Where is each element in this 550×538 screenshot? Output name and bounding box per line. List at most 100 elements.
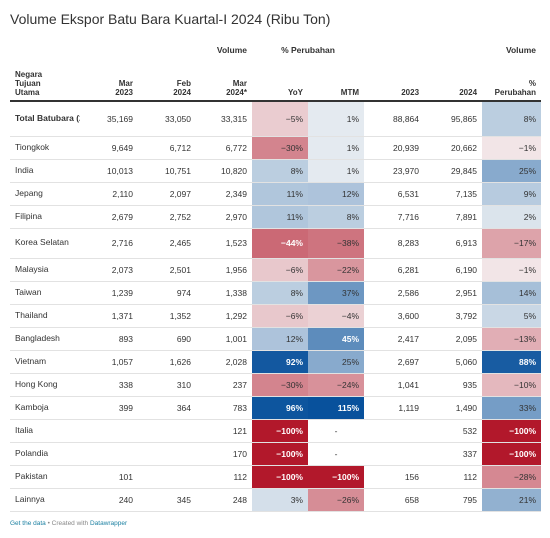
y2023-cell: 6,281 [364, 258, 425, 282]
column-header-mar2023[interactable]: Mar 2023 [80, 60, 138, 102]
mtm-cell: 25% [308, 350, 365, 374]
yoy-cell: 12% [252, 327, 308, 351]
mar2024-cell: 1,523 [196, 228, 252, 259]
feb2024-cell: 974 [138, 281, 196, 305]
y2024-cell: 29,845 [424, 159, 483, 183]
mar2023-cell: 2,716 [80, 228, 138, 259]
yoy-cell: 8% [252, 281, 308, 305]
country-cell: Filipina [10, 205, 80, 229]
country-cell: Pakistan [10, 465, 80, 489]
feb2024-cell: 2,501 [138, 258, 196, 282]
mar2023-cell: 1,057 [80, 350, 138, 374]
y2023-cell: 658 [364, 488, 425, 512]
yoy-cell: 92% [252, 350, 308, 374]
yoy-cell: 96% [252, 396, 308, 420]
table-row: Kamboja 399 364 783 96% 115% 1,119 1,490 33% [10, 396, 542, 420]
mtm-cell: −26% [308, 488, 365, 512]
y2024-cell: 532 [424, 419, 483, 443]
column-header-feb2024[interactable]: Feb 2024 [138, 60, 196, 102]
table-row: Polandia 170 −100% -337 −100% [10, 442, 542, 466]
table-row: Jepang 2,110 2,097 2,349 11% 12% 6,531 7,135 9% [10, 182, 542, 206]
pct-cell: −13% [482, 327, 542, 351]
table-row: Italia 121 −100% -532 −100% [10, 419, 542, 443]
mar2023-cell: 35,169 [80, 101, 138, 137]
mar2024-cell: 121 [196, 419, 252, 443]
feb2024-cell: 10,751 [138, 159, 196, 183]
y2024-cell: 6,913 [424, 228, 483, 259]
yoy-cell: −30% [252, 373, 308, 397]
pct-cell: 2% [482, 205, 542, 229]
mtm-cell: - [308, 442, 365, 466]
mtm-cell: 12% [308, 182, 365, 206]
y2023-cell: 2,697 [364, 350, 425, 374]
pct-cell: −17% [482, 228, 542, 259]
column-header-mtm[interactable]: MTM [308, 60, 365, 102]
country-cell: Total Batubara (2701) [10, 101, 80, 137]
country-cell: Kamboja [10, 396, 80, 420]
mar2024-cell: 2,028 [196, 350, 252, 374]
country-cell: Polandia [10, 442, 80, 466]
column-header-2023[interactable]: 2023 [364, 60, 425, 102]
get-data-link[interactable]: Get the data [10, 520, 46, 527]
y2024-cell: 112 [424, 465, 483, 489]
table-row: Thailand 1,371 1,352 1,292 −6% −4% 3,600 3,792 5… [10, 304, 542, 328]
y2023-cell: 7,716 [364, 205, 425, 229]
group-header-volume-right: Volume [505, 45, 537, 55]
feb2024-cell: 2,465 [138, 228, 196, 259]
mtm-cell: −22% [308, 258, 365, 282]
mtm-cell: −100% [308, 465, 365, 489]
y2023-cell: 2,417 [364, 327, 425, 351]
datawrapper-link[interactable]: Datawrapper [89, 520, 128, 527]
feb2024-cell: 2,752 [138, 205, 196, 229]
table-row: Hong Kong 338 310 237 −30% −24% 1,041 935 −10% [10, 373, 542, 397]
feb2024-cell: 2,097 [138, 182, 196, 206]
column-header-2024[interactable]: 2024 [424, 60, 483, 102]
column-header-yoy[interactable]: YoY [252, 60, 308, 102]
mar2023-cell: 399 [80, 396, 138, 420]
feb2024-cell: 345 [138, 488, 196, 512]
y2023-cell: 8,283 [364, 228, 425, 259]
mar2023-cell: 1,371 [80, 304, 138, 328]
y2023-cell: 2,586 [364, 281, 425, 305]
feb2024-cell: 364 [138, 396, 196, 420]
feb2024-cell: 310 [138, 373, 196, 397]
feb2024-cell: 690 [138, 327, 196, 351]
column-header-mar2024[interactable]: Mar 2024* [196, 60, 252, 102]
column-header-pct-change[interactable]: % Perubahan [482, 60, 542, 102]
yoy-cell: 3% [252, 488, 308, 512]
country-cell: Bangladesh [10, 327, 80, 351]
mar2024-cell: 2,970 [196, 205, 252, 229]
y2024-cell: 2,951 [424, 281, 483, 305]
y2023-cell: 3,600 [364, 304, 425, 328]
table-row: Korea Selatan 2,716 2,465 1,523 −44% −38% 8,28… [10, 228, 542, 259]
country-cell: Malaysia [10, 258, 80, 282]
table-row: Taiwan 1,239 974 1,338 8% 37% 2,586 2,951 14% [10, 281, 542, 305]
group-header-spacer [138, 40, 196, 60]
mar2024-cell: 10,820 [196, 159, 252, 183]
y2023-cell: 1,041 [364, 373, 425, 397]
country-cell: Jepang [10, 182, 80, 206]
y2023-cell: 23,970 [364, 159, 425, 183]
yoy-cell: −6% [252, 258, 308, 282]
country-cell: Tiongkok [10, 136, 80, 160]
mar2023-cell: 893 [80, 327, 138, 351]
y2024-cell: 95,865 [424, 101, 483, 137]
mtm-cell: - [308, 419, 365, 443]
mar2023-cell [80, 419, 138, 443]
country-cell: Vietnam [10, 350, 80, 374]
mar2024-cell: 33,315 [196, 101, 252, 137]
mar2023-cell: 9,649 [80, 136, 138, 160]
y2024-cell: 7,135 [424, 182, 483, 206]
column-header-row: Negara Tujuan Utama Mar 2023 Feb 2024 Ma… [10, 60, 542, 102]
yoy-cell: 8% [252, 159, 308, 183]
country-cell: Korea Selatan [10, 228, 80, 259]
yoy-cell: −100% [252, 465, 308, 489]
y2023-cell: 1,119 [364, 396, 425, 420]
group-header-pct-change: % Perubahan [281, 45, 335, 55]
pct-cell: 25% [482, 159, 542, 183]
mtm-cell: 1% [308, 101, 365, 137]
column-header-country[interactable]: Negara Tujuan Utama [10, 60, 80, 102]
mar2023-cell: 2,110 [80, 182, 138, 206]
y2023-cell: 156 [364, 465, 425, 489]
